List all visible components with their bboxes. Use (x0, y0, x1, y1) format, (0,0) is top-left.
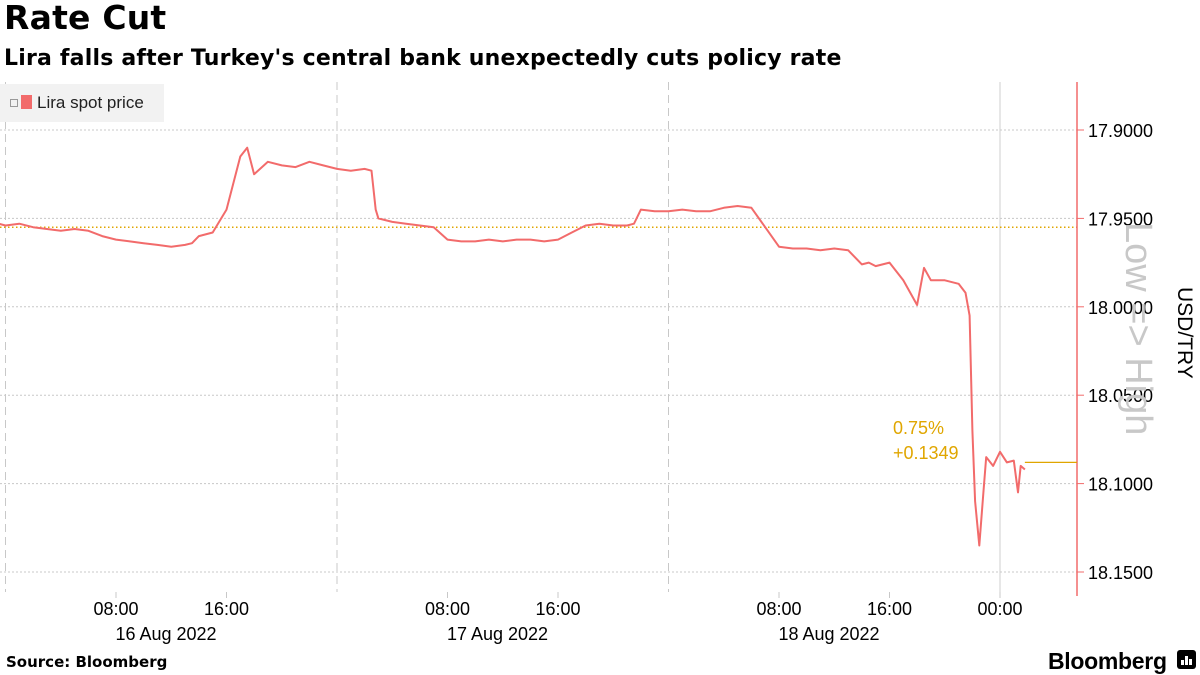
x-tick-time: 16:00 (204, 599, 249, 619)
chart-subtitle: Lira falls after Turkey's central bank u… (4, 46, 842, 71)
annotation: 0.75% +0.1349 (893, 418, 1077, 463)
legend-swatch-icon (21, 95, 32, 109)
x-axis: 08:00 16 Aug 2022 16:00 08:00 17 Aug 2022 16:… (93, 592, 1023, 644)
source-note: Source: Bloomberg (6, 653, 168, 671)
legend-toggle-icon[interactable] (10, 99, 18, 107)
y-axis-label: USD/TRY (1173, 287, 1196, 379)
terminal-icon (1177, 650, 1196, 669)
x-tick-time: 16:00 (867, 599, 912, 619)
x-tick-time: 00:00 (977, 599, 1022, 619)
x-tick-date: 17 Aug 2022 (447, 624, 548, 644)
y-axis: 17.9000 17.9500 18.0000 18.0500 18.1000 18.15… (1076, 82, 1196, 596)
chart-title: Rate Cut (4, 0, 167, 37)
series-layer (0, 146, 1026, 547)
x-tick-date: 16 Aug 2022 (115, 624, 216, 644)
series-line-lira (0, 146, 1026, 547)
y-tick-label: 17.9500 (1088, 209, 1153, 229)
bloomberg-logo: Bloomberg (1048, 648, 1167, 674)
x-tick-date: 18 Aug 2022 (778, 624, 879, 644)
x-tick-time: 08:00 (756, 599, 801, 619)
annotation-pct: 0.75% (893, 418, 944, 438)
y-tick-label: 18.1500 (1088, 563, 1153, 583)
y-tick-label: 18.0500 (1088, 386, 1153, 406)
y-tick-label: 17.9000 (1088, 121, 1153, 141)
gridlines (0, 82, 1077, 592)
y-tick-label: 18.1000 (1088, 475, 1153, 495)
x-tick-time: 16:00 (535, 599, 580, 619)
annotation-change: +0.1349 (893, 443, 959, 463)
y-tick-label: 18.0000 (1088, 298, 1153, 318)
legend-label: Lira spot price (37, 93, 144, 112)
x-tick-time: 08:00 (425, 599, 470, 619)
y-axis-direction-label: Low => High (1117, 222, 1159, 435)
x-tick-time: 08:00 (93, 599, 138, 619)
